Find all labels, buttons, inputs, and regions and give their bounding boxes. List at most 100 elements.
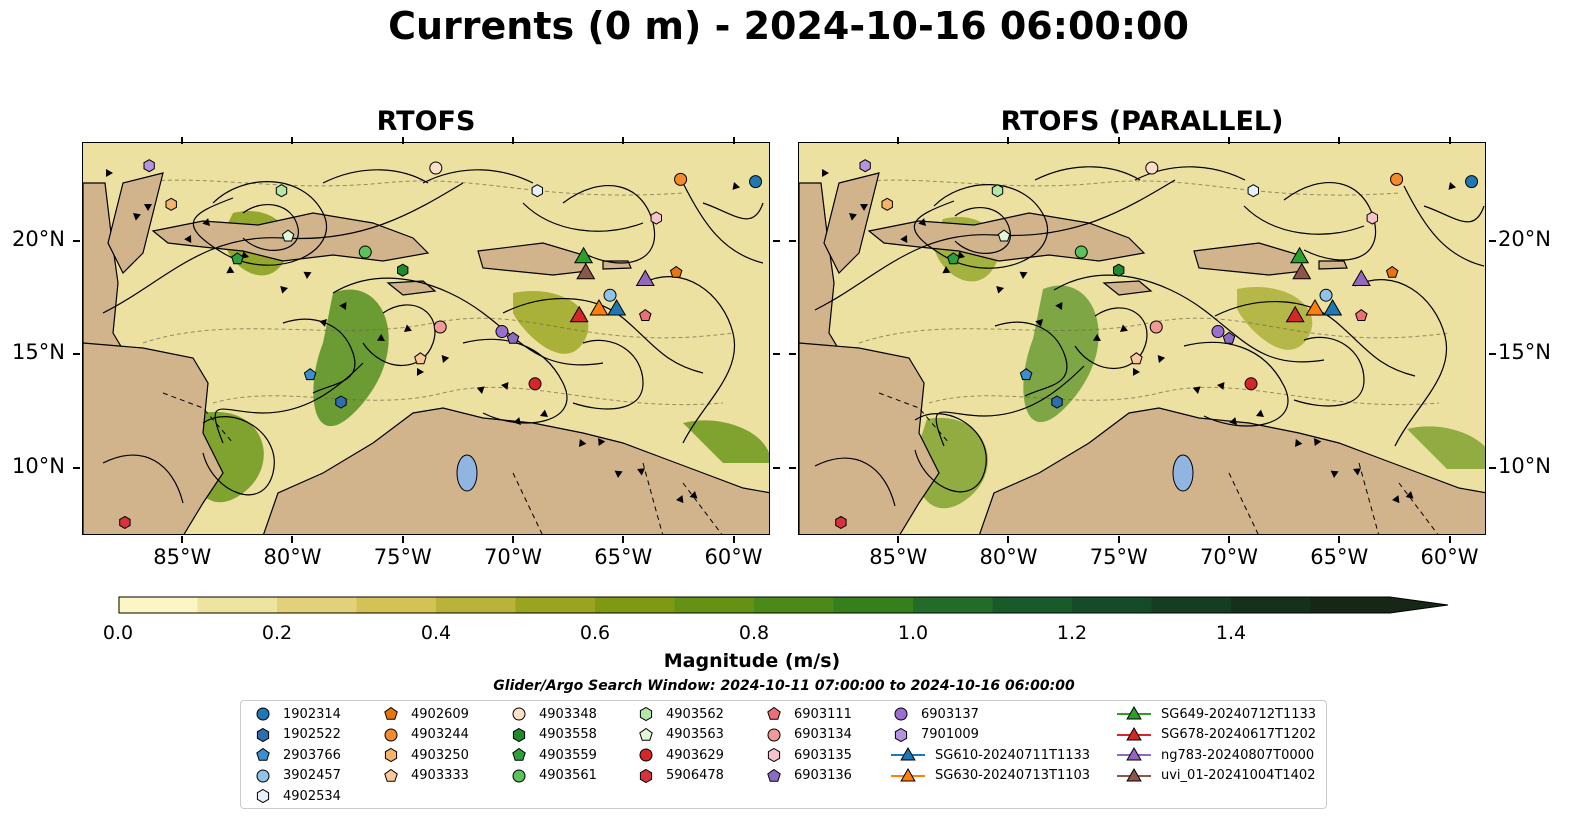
marker-5906478[interactable] (119, 515, 131, 529)
marker-SG678-20240617T1202[interactable] (1285, 305, 1305, 323)
streamline (102, 182, 464, 314)
legend-item: 4903559 (509, 746, 597, 764)
marker-4903250[interactable] (165, 197, 177, 211)
land-hisp (477, 242, 589, 276)
flow-arrow (1295, 438, 1303, 447)
marker-4903348[interactable] (1145, 161, 1159, 175)
flow-arrow (303, 271, 312, 279)
marker-6903136[interactable] (506, 331, 520, 344)
flow-arrow (1132, 367, 1140, 376)
marker-7901009[interactable] (143, 159, 155, 173)
marker-4903558[interactable] (397, 263, 409, 277)
marker-SG649-20240712T1133[interactable] (1290, 246, 1310, 264)
marker-6903135[interactable] (1366, 211, 1378, 225)
marker-6903134[interactable] (1149, 320, 1163, 334)
marker-4903563[interactable] (281, 229, 295, 242)
tick-mark (1489, 466, 1496, 469)
marker-7901009[interactable] (859, 159, 871, 173)
streamline (702, 202, 764, 220)
marker-5906478[interactable] (835, 515, 847, 529)
lake-maracaibo (456, 454, 478, 492)
marker-4903559[interactable] (231, 252, 244, 265)
streamline (814, 179, 1176, 311)
marker-4903629[interactable] (528, 377, 542, 391)
map-panel-rtofs[interactable] (82, 142, 770, 535)
marker-6903111[interactable] (1355, 308, 1368, 321)
flow-arrow (822, 169, 829, 177)
lon-tick-label: 65°W (1310, 545, 1369, 569)
flow-arrow (1314, 438, 1322, 447)
colorbar-tick-label: 0.4 (420, 622, 452, 644)
marker-1902314[interactable] (749, 175, 763, 189)
streamline (192, 181, 327, 266)
marker-4903244[interactable] (1390, 172, 1404, 186)
marker-2903766[interactable] (303, 368, 317, 381)
marker-SG630-20240713T1103[interactable] (589, 299, 609, 316)
marker-1902522[interactable] (335, 395, 347, 409)
marker-4903333[interactable] (1130, 352, 1143, 365)
flow-arrow (859, 204, 868, 212)
marker-uvi_01-20241004T1402[interactable] (1292, 262, 1312, 280)
marker-4903333[interactable] (414, 352, 427, 365)
marker-3902457[interactable] (603, 288, 617, 302)
marker-4903558[interactable] (1113, 263, 1125, 277)
marker-4902609[interactable] (669, 265, 683, 278)
marker-4903561[interactable] (358, 245, 372, 259)
legend-item: 4902534 (253, 787, 341, 805)
marker-4902534[interactable] (1247, 184, 1259, 198)
marker-3902457[interactable] (1319, 288, 1333, 302)
marker-4903250[interactable] (881, 197, 893, 211)
tick-mark (512, 137, 514, 144)
marker-4902609[interactable] (1385, 265, 1399, 278)
pentagon-marker-icon (512, 747, 526, 761)
panel-title-left: RTOFS (376, 106, 476, 137)
marker-1902522[interactable] (1051, 395, 1063, 409)
legend-item-label: 4903348 (539, 706, 597, 722)
search-window-note: Glider/Argo Search Window: 2024-10-11 07… (493, 678, 1075, 694)
marker-4903559[interactable] (947, 252, 960, 265)
map-panel-rtofs-parallel[interactable] (798, 142, 1486, 535)
marker-4902534[interactable] (531, 184, 543, 198)
marker-ng783-20240807T0000[interactable] (635, 269, 655, 286)
lat-tick-label: 20°N (12, 226, 65, 251)
marker-6903137[interactable] (495, 325, 509, 339)
marker-SG678-20240617T1202[interactable] (569, 305, 589, 323)
pentagon-marker-icon (256, 747, 270, 761)
marker-1902314[interactable] (1465, 175, 1479, 189)
marker-6903135[interactable] (650, 211, 662, 225)
legend-item-label: 6903135 (794, 747, 852, 763)
streamline (522, 202, 644, 232)
marker-SG630-20240713T1103[interactable] (1305, 299, 1325, 316)
marker-6903136[interactable] (1222, 331, 1236, 344)
marker-4903563[interactable] (997, 229, 1011, 242)
flow-arrow (579, 438, 587, 447)
colorbar (118, 596, 1449, 614)
marker-4903562[interactable] (275, 184, 288, 198)
flow-arrow (1092, 333, 1101, 341)
marker-4903561[interactable] (1074, 245, 1088, 259)
flow-arrow (676, 495, 684, 504)
marker-2903766[interactable] (1019, 368, 1033, 381)
marker-4903348[interactable] (429, 161, 443, 175)
marker-6903137[interactable] (1211, 325, 1225, 339)
marker-SG610-20240711T1133[interactable] (607, 298, 627, 316)
marker-6903111[interactable] (639, 308, 652, 321)
tick-mark (1007, 137, 1010, 144)
marker-uvi_01-20241004T1402[interactable] (576, 262, 596, 280)
marker-4903629[interactable] (1244, 377, 1258, 391)
marker-4903244[interactable] (674, 172, 688, 186)
land-hisp (1193, 242, 1305, 276)
marker-4903562[interactable] (991, 184, 1004, 198)
marker-ng783-20240807T0000[interactable] (1351, 269, 1371, 286)
flow-arrow (513, 417, 521, 425)
tick-mark (732, 137, 735, 144)
marker-6903134[interactable] (433, 320, 447, 334)
hexagon-marker-icon (256, 788, 270, 804)
tick-mark (789, 466, 796, 469)
marker-SG610-20240711T1133[interactable] (1323, 298, 1343, 316)
marker-SG649-20240712T1133[interactable] (574, 246, 594, 264)
legend: 1902314 1902522 2903766 3902457 4902534 49026… (240, 700, 1327, 809)
legend-item-label: 4903563 (666, 727, 724, 742)
colorbar-segment (1310, 597, 1391, 613)
tick-mark (1338, 536, 1341, 543)
